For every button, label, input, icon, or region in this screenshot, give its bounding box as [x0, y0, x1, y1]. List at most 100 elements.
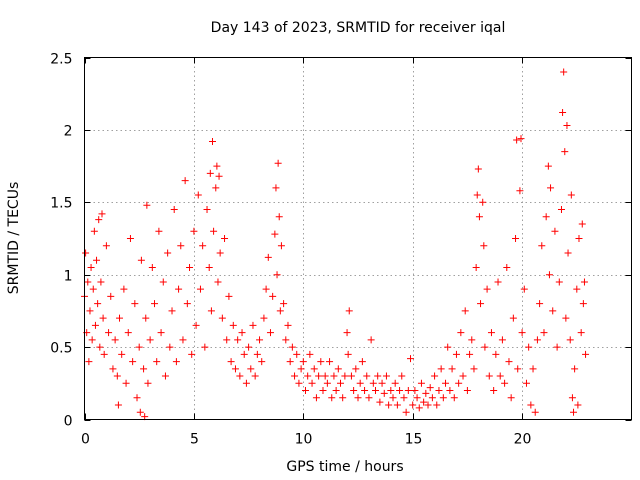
data-point: [229, 321, 237, 329]
data-point: [214, 278, 222, 286]
data-point: [387, 387, 395, 395]
data-point: [512, 235, 520, 242]
data-point: [143, 201, 151, 209]
data-point: [93, 256, 101, 264]
data-point: [258, 358, 266, 366]
data-point: [563, 122, 571, 130]
data-point: [109, 365, 117, 373]
data-point: [433, 401, 441, 409]
y-tick-label: 2: [64, 124, 73, 140]
data-point: [374, 372, 382, 380]
x-tick-label: 0: [81, 432, 90, 448]
data-point: [472, 263, 480, 271]
data-point: [247, 365, 255, 373]
data-point: [111, 336, 119, 344]
data-point: [492, 350, 500, 358]
data-point: [94, 300, 102, 308]
data-point: [372, 387, 380, 395]
data-point: [271, 230, 279, 238]
data-point: [557, 206, 565, 214]
data-point: [240, 350, 248, 358]
data-point: [208, 137, 216, 145]
data-point: [253, 350, 261, 358]
data-point: [525, 343, 533, 351]
data-point: [487, 329, 495, 337]
data-points: [81, 68, 590, 421]
data-point: [490, 387, 498, 395]
data-point: [297, 365, 305, 373]
data-point: [435, 387, 443, 395]
data-point: [344, 350, 352, 358]
data-point: [413, 394, 421, 402]
data-point: [282, 336, 290, 344]
data-point: [120, 285, 128, 293]
data-point: [95, 216, 103, 224]
data-point: [144, 379, 152, 387]
data-point: [242, 379, 250, 387]
data-point: [571, 365, 579, 373]
data-point: [551, 227, 559, 235]
data-point: [459, 372, 467, 380]
data-point: [560, 68, 568, 76]
data-point: [286, 358, 294, 366]
data-point: [446, 387, 454, 395]
data-point: [507, 394, 515, 402]
x-tick-label: 15: [405, 432, 423, 448]
data-point: [301, 387, 309, 395]
data-point: [411, 387, 419, 395]
data-point: [205, 263, 213, 271]
data-point: [98, 210, 106, 218]
x-tick-label: 20: [514, 432, 532, 448]
data-point: [536, 300, 544, 308]
data-point: [266, 329, 274, 337]
data-point: [177, 242, 185, 250]
data-point: [470, 365, 478, 373]
data-point: [82, 249, 90, 257]
data-point: [549, 307, 557, 315]
y-tick-label: 1: [64, 269, 73, 285]
data-point: [148, 263, 156, 271]
data-point: [577, 329, 585, 337]
data-point: [308, 379, 316, 387]
data-point: [238, 329, 246, 337]
data-point: [236, 372, 244, 380]
data-point: [146, 336, 154, 344]
data-point: [199, 242, 207, 250]
data-point: [102, 242, 110, 250]
data-point: [256, 336, 264, 344]
data-point: [179, 336, 187, 344]
data-point: [378, 379, 386, 387]
data-point: [306, 350, 314, 358]
data-point: [574, 401, 582, 409]
data-point: [385, 401, 393, 409]
data-point: [483, 285, 491, 293]
data-point: [192, 321, 200, 329]
data-point: [221, 235, 229, 242]
data-point: [562, 314, 570, 322]
data-point: [356, 379, 364, 387]
data-point: [186, 263, 194, 271]
data-point: [513, 136, 521, 144]
data-point: [280, 300, 288, 308]
data-point: [481, 343, 489, 351]
data-point: [336, 379, 344, 387]
data-point: [315, 372, 323, 380]
data-point: [461, 307, 469, 315]
data-point: [450, 394, 458, 402]
data-point: [439, 394, 447, 402]
data-point: [343, 329, 351, 337]
data-point: [273, 271, 281, 279]
data-point: [142, 314, 150, 322]
data-point: [275, 213, 283, 221]
data-point: [166, 343, 174, 351]
data-point: [124, 329, 132, 337]
data-point: [323, 379, 331, 387]
data-point: [99, 314, 107, 322]
data-point: [155, 227, 163, 235]
data-point: [136, 408, 144, 416]
data-point: [203, 206, 211, 214]
data-point: [420, 398, 428, 406]
data-point: [474, 165, 482, 173]
data-point: [354, 394, 362, 402]
data-point: [391, 379, 399, 387]
